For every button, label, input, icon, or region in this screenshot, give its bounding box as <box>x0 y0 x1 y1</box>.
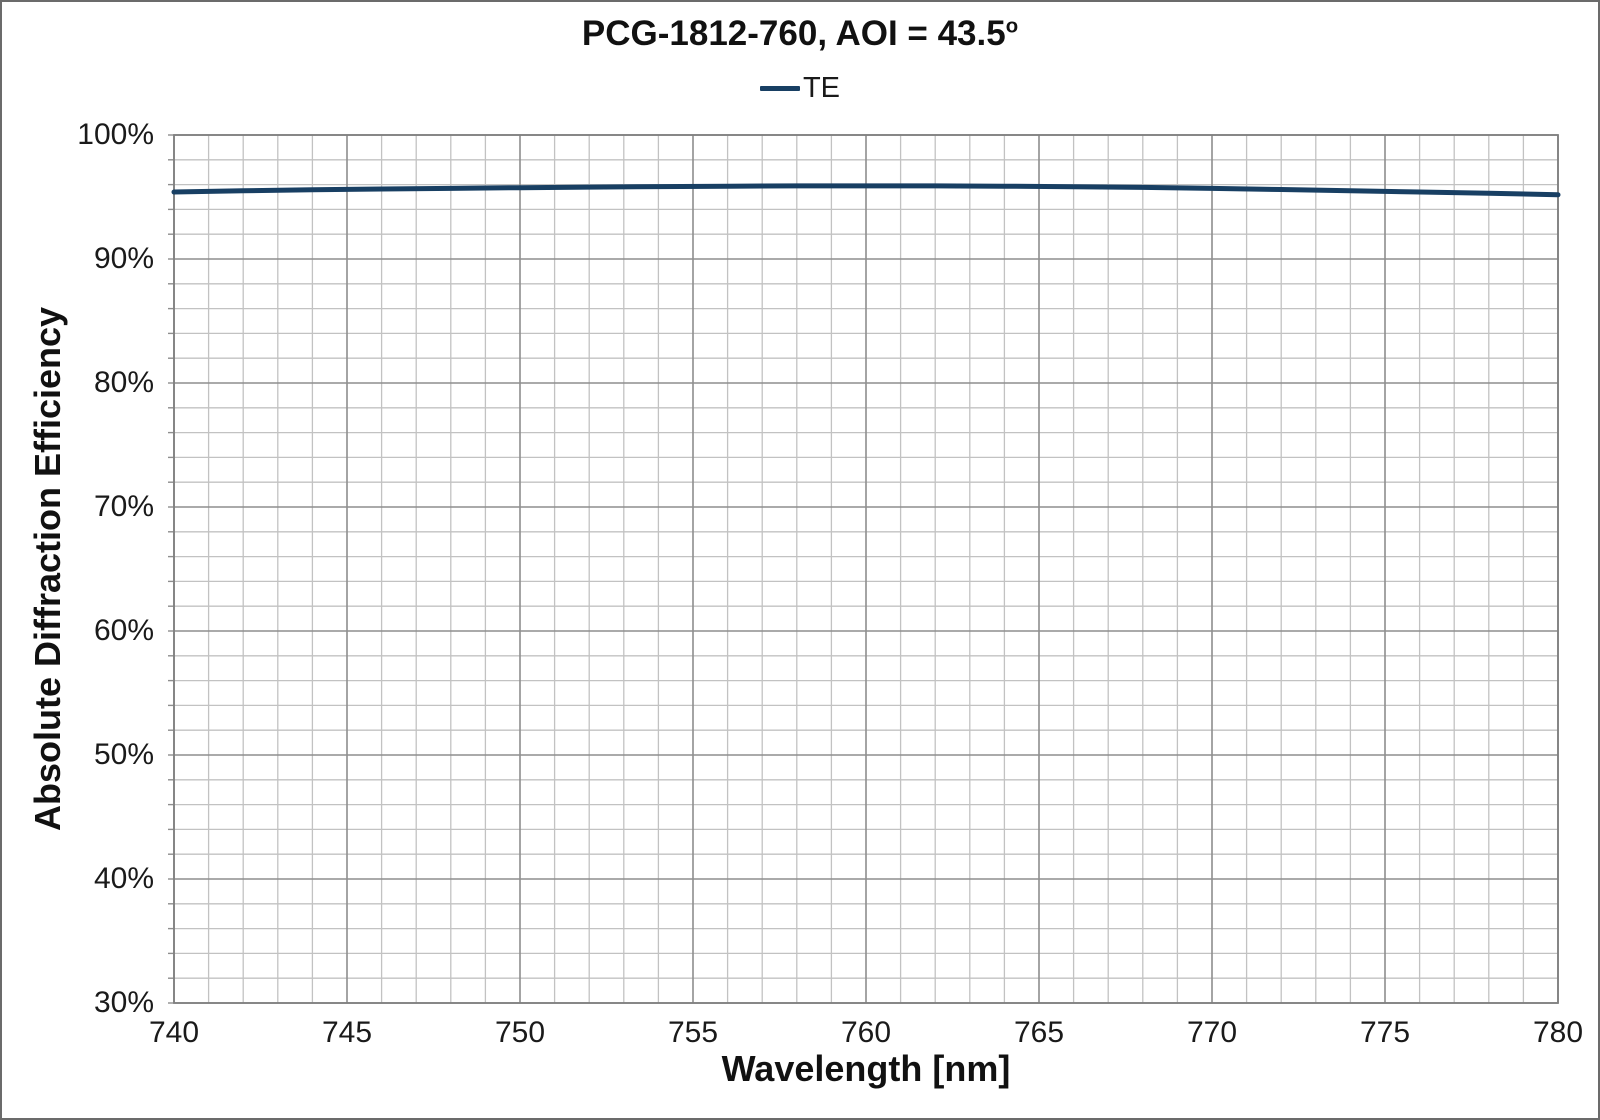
x-tick-label: 750 <box>494 1016 546 1049</box>
y-tick-label: 60% <box>93 614 154 647</box>
legend-line-swatch <box>759 85 800 91</box>
y-tick-label: 80% <box>93 366 154 399</box>
y-tick-label: 40% <box>93 862 154 895</box>
x-axis-title: Wavelength [nm] <box>721 1048 1011 1089</box>
series-line-te <box>171 183 1561 198</box>
legend: TE <box>2 70 1598 106</box>
y-tick-label: 50% <box>93 738 154 771</box>
x-tick-label: 745 <box>321 1016 373 1049</box>
chart-title-degree-superscript: o <box>1005 15 1019 38</box>
y-tick-label: 30% <box>93 986 154 1019</box>
chart-title-text: PCG-1812-760, AOI = 43.5 <box>581 14 1006 53</box>
y-axis-title: Absolute Diffraction Efficiency <box>27 306 68 832</box>
y-tick-label: 70% <box>93 490 154 523</box>
legend-label: TE <box>802 71 841 104</box>
chart-title: PCG-1812-760, AOI = 43.5o <box>2 14 1598 54</box>
x-tick-label: 765 <box>1013 1016 1065 1049</box>
x-tick-label: 780 <box>1532 1016 1584 1049</box>
y-tick-label: 100% <box>77 118 154 151</box>
x-tick-label: 755 <box>667 1016 719 1049</box>
x-tick-label: 760 <box>840 1016 892 1049</box>
x-tick-label: 775 <box>1359 1016 1411 1049</box>
y-tick-label: 90% <box>93 242 154 275</box>
plot-frame <box>173 134 1559 1004</box>
x-tick-label: 770 <box>1186 1016 1238 1049</box>
x-tick-label: 740 <box>148 1016 200 1049</box>
